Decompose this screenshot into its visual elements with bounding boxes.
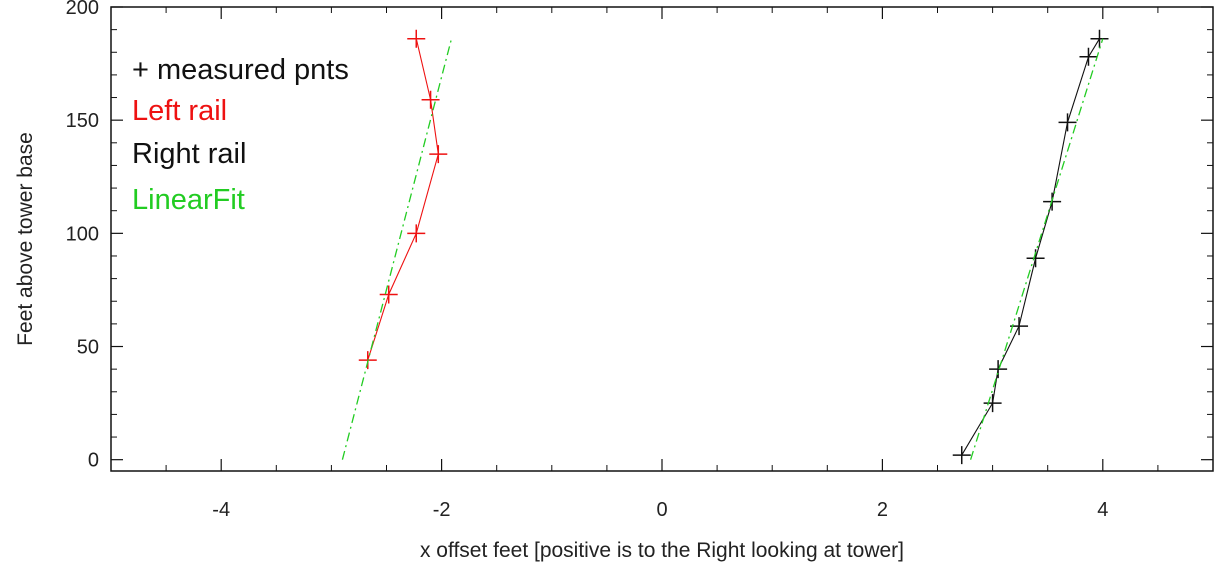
y-tick-label: 50 — [77, 337, 99, 359]
series-left-rail — [358, 29, 448, 370]
legend: + measured pnts Left rail Right rail Linear… — [132, 54, 349, 216]
series-line-left-rail — [367, 38, 439, 361]
series-layer — [341, 29, 1109, 465]
series-linearfit — [969, 38, 1104, 460]
y-tick-label: 150 — [66, 110, 99, 132]
data-point — [983, 394, 1002, 413]
legend-entry-linearfit: LinearFit — [132, 184, 245, 216]
legend-entry-measured-pnts: + measured pnts — [132, 54, 349, 86]
x-axis-label: x offset feet [positive is to the Right … — [420, 539, 904, 562]
y-tick-label: 200 — [66, 0, 99, 19]
x-tick-label: 4 — [1097, 499, 1108, 521]
x-tick-label: 2 — [877, 499, 888, 521]
data-point — [379, 285, 398, 304]
data-point — [989, 360, 1008, 379]
data-point — [429, 145, 448, 164]
data-point — [1058, 113, 1077, 132]
series-linearfit — [341, 38, 453, 460]
series-line-right-rail — [961, 38, 1100, 456]
legend-entry-right-rail: Right rail — [132, 138, 246, 170]
series-line-linearfit — [969, 38, 1104, 460]
x-tick-label: 0 — [656, 499, 667, 521]
x-tick-label: -4 — [212, 499, 230, 521]
data-point — [952, 446, 971, 465]
data-point — [1090, 29, 1109, 48]
data-point — [407, 29, 426, 48]
data-point — [1079, 47, 1098, 66]
y-tick-label: 100 — [66, 223, 99, 245]
legend-entry-left-rail: Left rail — [132, 95, 227, 127]
data-point — [407, 224, 426, 243]
data-point — [421, 90, 440, 109]
x-tick-label: -2 — [433, 499, 451, 521]
series-line-linearfit — [341, 38, 453, 460]
series-right-rail — [952, 29, 1109, 465]
y-axis-label: Feet above tower base — [14, 132, 37, 346]
y-tick-label: 0 — [88, 450, 99, 472]
ticks: -4 -2 0 2 4 0 50 100 150 200 — [66, 0, 1214, 521]
